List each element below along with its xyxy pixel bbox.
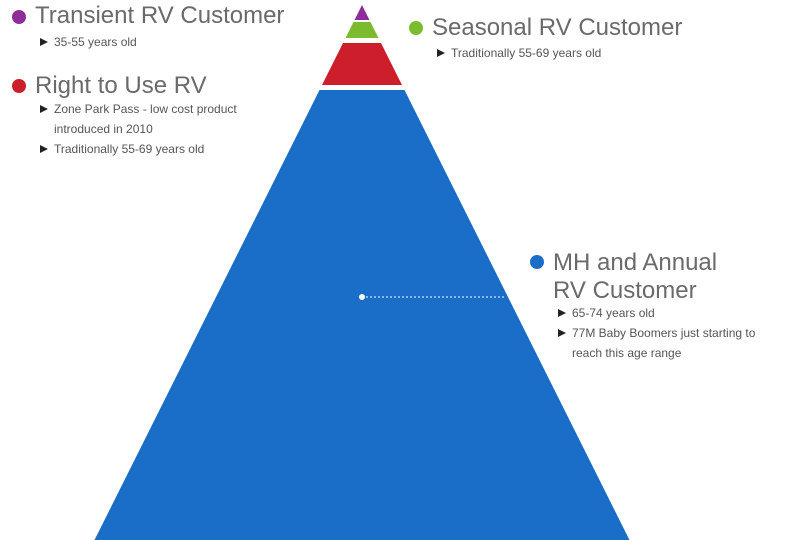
bullet-text: Zone Park Pass - low cost product introd… bbox=[54, 102, 237, 136]
bullet-list: 35-55 years old bbox=[40, 32, 300, 52]
bullet-icon bbox=[40, 38, 48, 46]
pyramid-segment bbox=[322, 43, 402, 85]
legend-dot bbox=[12, 10, 26, 24]
bullet-text: 77M Baby Boomers just starting to reach … bbox=[572, 326, 756, 360]
bullet: 35-55 years old bbox=[40, 32, 300, 52]
bullet-list: Traditionally 55-69 years old bbox=[437, 43, 737, 63]
bullet: 77M Baby Boomers just starting to reach … bbox=[558, 323, 785, 363]
segment-title: Transient RV Customer bbox=[35, 2, 285, 29]
pyramid-segment bbox=[94, 90, 630, 540]
legend-dot bbox=[409, 21, 423, 35]
legend-dot bbox=[12, 79, 26, 93]
pyramid-segment bbox=[345, 22, 379, 38]
bullet-text: 35-55 years old bbox=[54, 35, 137, 49]
legend-dot bbox=[530, 255, 544, 269]
bullet: Traditionally 55-69 years old bbox=[437, 43, 737, 63]
bullet-icon bbox=[558, 309, 566, 317]
segment-title: Seasonal RV Customer bbox=[432, 14, 683, 41]
bullet-icon bbox=[40, 145, 48, 153]
bullet-text: Traditionally 55-69 years old bbox=[451, 46, 602, 60]
bullet-icon bbox=[558, 329, 566, 337]
bullet: Zone Park Pass - low cost product introd… bbox=[40, 99, 295, 139]
bullet-icon bbox=[437, 49, 445, 57]
bullet-icon bbox=[40, 105, 48, 113]
bullet-text: 65-74 years old bbox=[572, 306, 655, 320]
segment-title: Right to Use RV bbox=[35, 72, 207, 99]
bullet-list: Zone Park Pass - low cost product introd… bbox=[40, 99, 295, 159]
bullet-text: Traditionally 55-69 years old bbox=[54, 142, 205, 156]
pyramid-segment bbox=[354, 5, 370, 20]
bullet: Traditionally 55-69 years old bbox=[40, 139, 295, 159]
bullet: 65-74 years old bbox=[558, 303, 785, 323]
segment-title: MH and Annual RV Customer bbox=[553, 249, 718, 304]
leader-dot bbox=[359, 294, 365, 300]
bullet-list: 65-74 years old 77M Baby Boomers just sta… bbox=[558, 303, 785, 363]
